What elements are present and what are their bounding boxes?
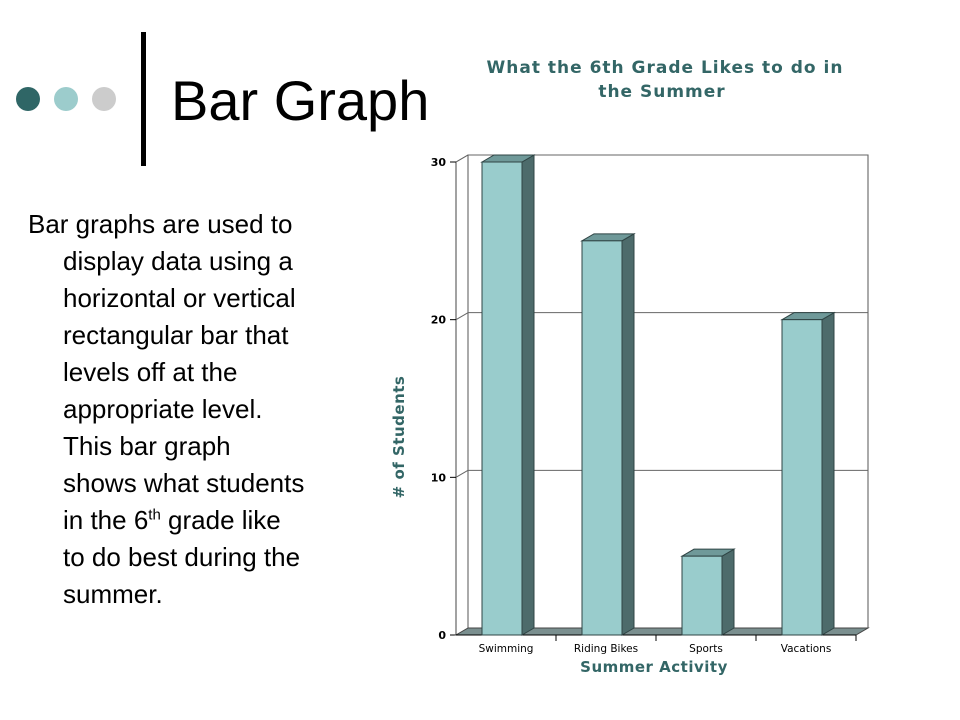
body-text-part: grade like [160, 505, 281, 535]
y-axis-title: # of Students [390, 376, 408, 499]
chart-title-line-2: the Summer [598, 82, 725, 102]
y-tick-label: 20 [431, 314, 447, 327]
body-line: levels off at the [63, 357, 238, 387]
dot-gray [92, 87, 116, 111]
bar-side [521, 154, 535, 636]
bar-riding-bikes [581, 240, 623, 636]
y-tick-label: 30 [431, 156, 447, 169]
x-tick-label: Swimming [479, 643, 534, 655]
title-divider [141, 32, 146, 166]
bar-side [721, 548, 735, 636]
slide-title: Bar Graph [171, 69, 430, 132]
body-text: Bar graphs are used to display data usin… [28, 206, 368, 613]
gridline-side [455, 154, 469, 163]
body-line: to do best during the [63, 542, 301, 572]
superscript: th [148, 506, 161, 524]
x-tick-label: Sports [689, 643, 723, 655]
body-line: appropriate level. [63, 394, 263, 424]
y-tick-label: 10 [431, 471, 447, 484]
bar-side [621, 232, 635, 636]
bar-chart: What the 6th Grade Likes to do in the Su… [390, 58, 870, 676]
body-line: summer. [63, 579, 163, 609]
body-line: display data using a [63, 246, 293, 276]
gridline-side [455, 312, 469, 321]
chart-title-line-1: What the 6th Grade Likes to do in [487, 58, 844, 78]
chart-plot-area: 0 10 20 30 Swimming Riding Bikes Sports Vacatio… [431, 154, 870, 655]
body-line: Bar graphs are used to [28, 209, 293, 239]
bar-swimming [481, 161, 523, 636]
x-axis-title: Summer Activity [580, 658, 728, 676]
bar-sports [681, 555, 723, 636]
body-line: horizontal or vertical [63, 283, 296, 313]
body-line: rectangular bar that [63, 320, 289, 350]
body-line: shows what students [63, 468, 305, 498]
gridline-side [455, 469, 469, 478]
x-tick-label: Vacations [781, 643, 832, 655]
bar-side [821, 311, 835, 636]
body-text-part: in the 6 [63, 505, 149, 535]
body-line-superscript: in the 6th grade like [28, 502, 368, 539]
body-line: This bar graph [63, 431, 231, 461]
dot-light [54, 87, 78, 111]
x-tick-label: Riding Bikes [574, 643, 638, 655]
decorative-dots [16, 87, 116, 111]
dot-dark [16, 87, 40, 111]
bar-vacations [781, 319, 823, 636]
y-tick-label: 0 [438, 629, 446, 642]
